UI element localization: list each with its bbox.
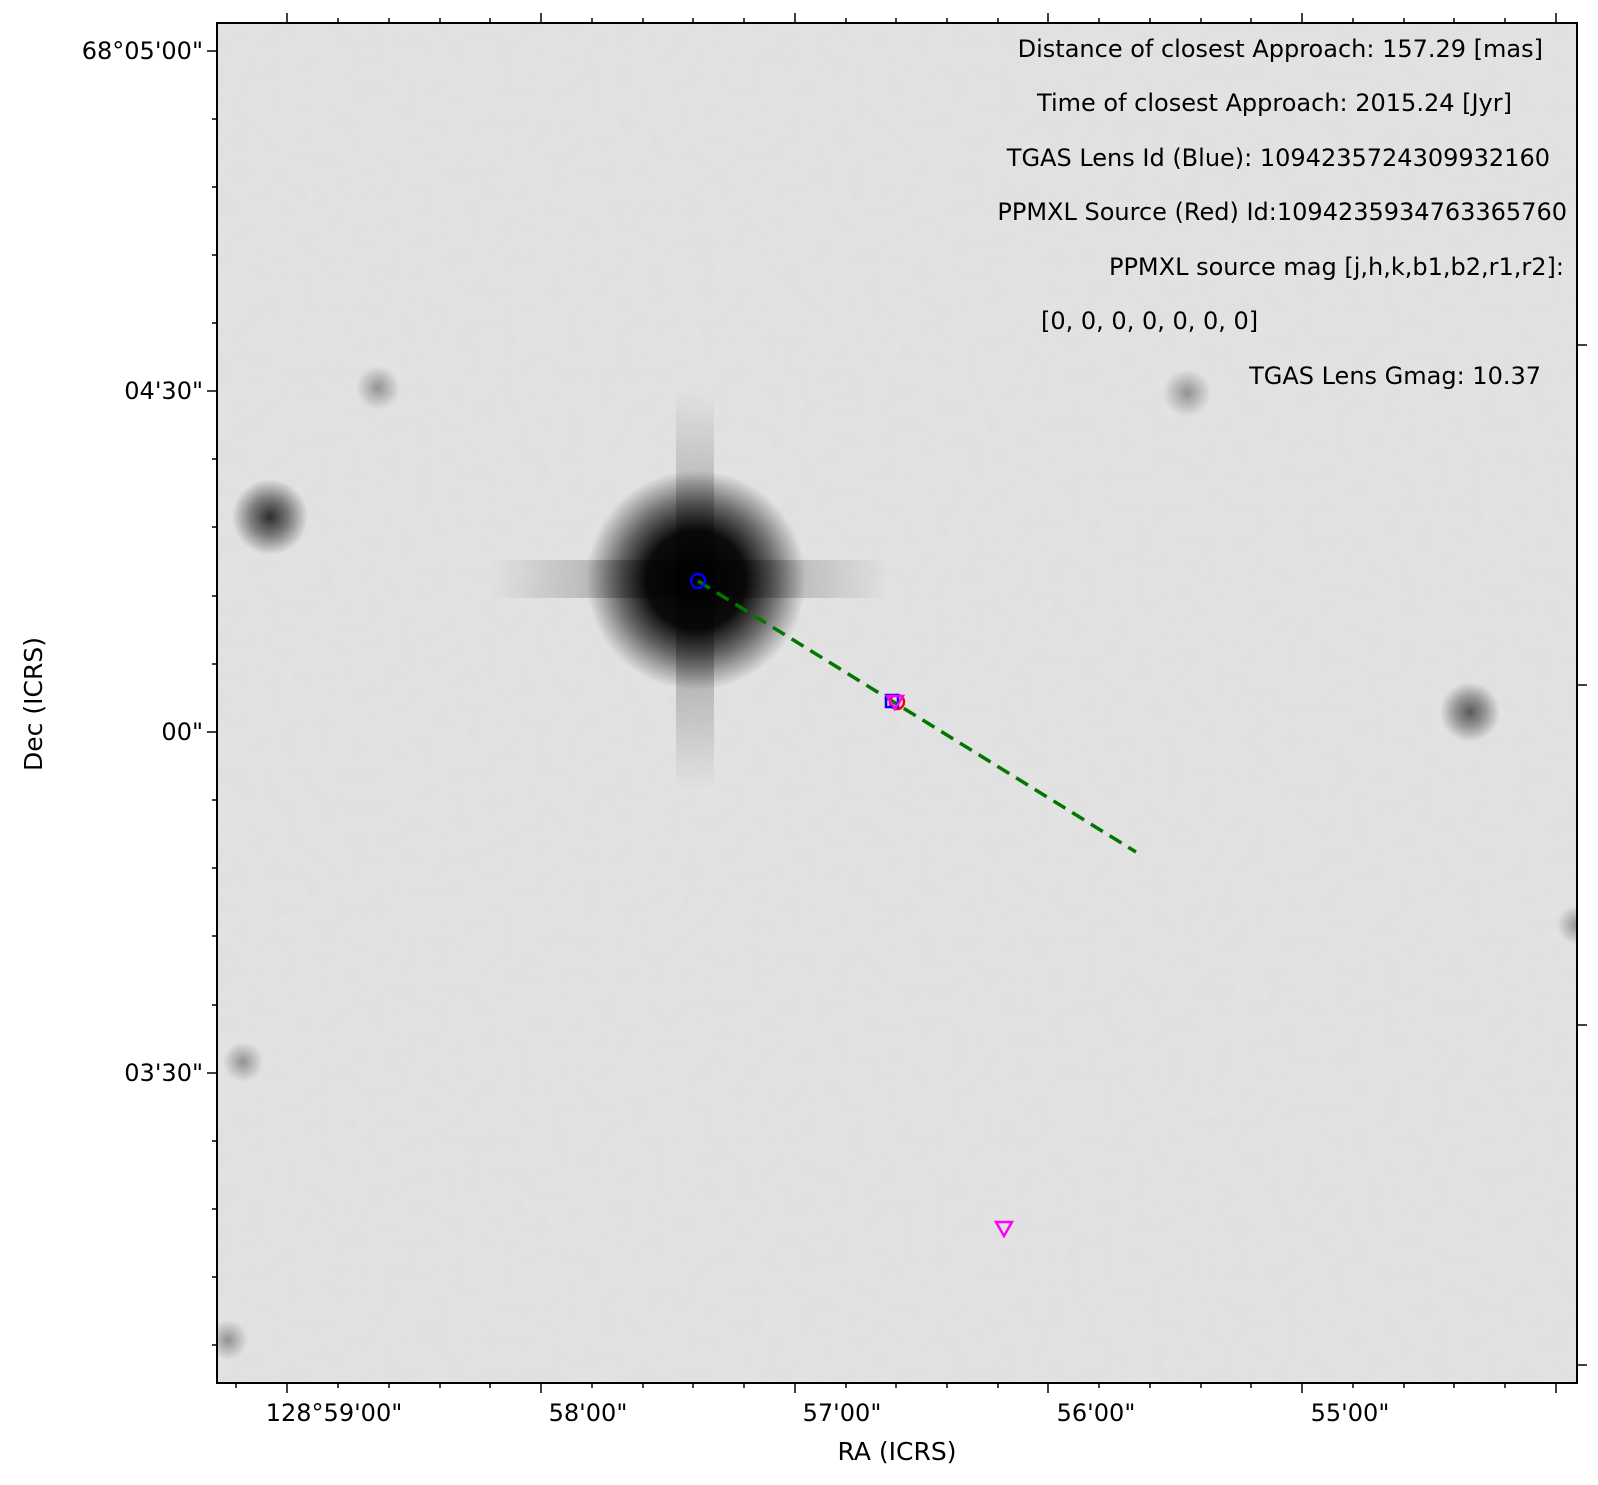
x-tick-label: 58'00" — [549, 1399, 628, 1427]
sky-image — [217, 23, 1577, 1383]
star-bottom-left — [217, 1320, 248, 1360]
bright-star — [490, 390, 890, 790]
extra-source-triangle — [993, 1220, 1015, 1239]
annotation-block: Distance of closest Approach: 157.29 [ma… — [997, 35, 1567, 390]
star-right-edge — [1557, 905, 1577, 945]
lens-trajectory-line — [697, 579, 1137, 854]
source-epoch-triangle — [884, 694, 906, 712]
annotation-time: Time of closest Approach: 2015.24 [Jyr] — [1036, 89, 1512, 117]
y-tick-label: 03'30" — [124, 1059, 203, 1087]
annotation-lens-id: TGAS Lens Id (Blue): 1094235724309932160 — [1006, 144, 1550, 172]
axis-ticks — [207, 13, 1587, 1393]
x-axis-label: RA (ICRS) — [838, 1437, 957, 1466]
star-upper-left — [356, 366, 400, 410]
annotation-source-mag-label: PPMXL source mag [j,h,k,b1,b2,r1,r2]: — [1109, 253, 1564, 281]
annotation-source-mag-values: [0, 0, 0, 0, 0, 0, 0] — [1041, 307, 1258, 335]
annotation-lens-gmag: TGAS Lens Gmag: 10.37 — [1248, 362, 1541, 390]
star-lower-left — [223, 1042, 263, 1082]
x-tick-label: 56'00" — [1057, 1399, 1136, 1427]
star-upper-right — [1163, 369, 1211, 417]
star-left — [232, 479, 308, 555]
x-tick-label: 57'00" — [803, 1399, 882, 1427]
y-tick-label: 00" — [161, 718, 203, 746]
y-tick-label: 04'30" — [124, 377, 203, 405]
plot-frame — [216, 22, 1578, 1384]
annotation-distance: Distance of closest Approach: 157.29 [ma… — [1018, 35, 1543, 63]
x-tick-label: 55'00" — [1311, 1399, 1390, 1427]
y-tick-labels: 68°05'00" 04'30" 00" 03'30" — [82, 37, 203, 1087]
annotation-source-id: PPMXL Source (Red) Id:109423593476336576… — [997, 198, 1567, 226]
x-tick-label: 128°59'00" — [266, 1399, 403, 1427]
y-tick-label: 68°05'00" — [82, 37, 203, 65]
x-tick-labels: 128°59'00" 58'00" 57'00" 56'00" 55'00" — [266, 1399, 1390, 1427]
lens-marker-circle — [689, 572, 707, 590]
y-axis-label: Dec (ICRS) — [19, 637, 48, 771]
star-right — [1440, 682, 1500, 742]
